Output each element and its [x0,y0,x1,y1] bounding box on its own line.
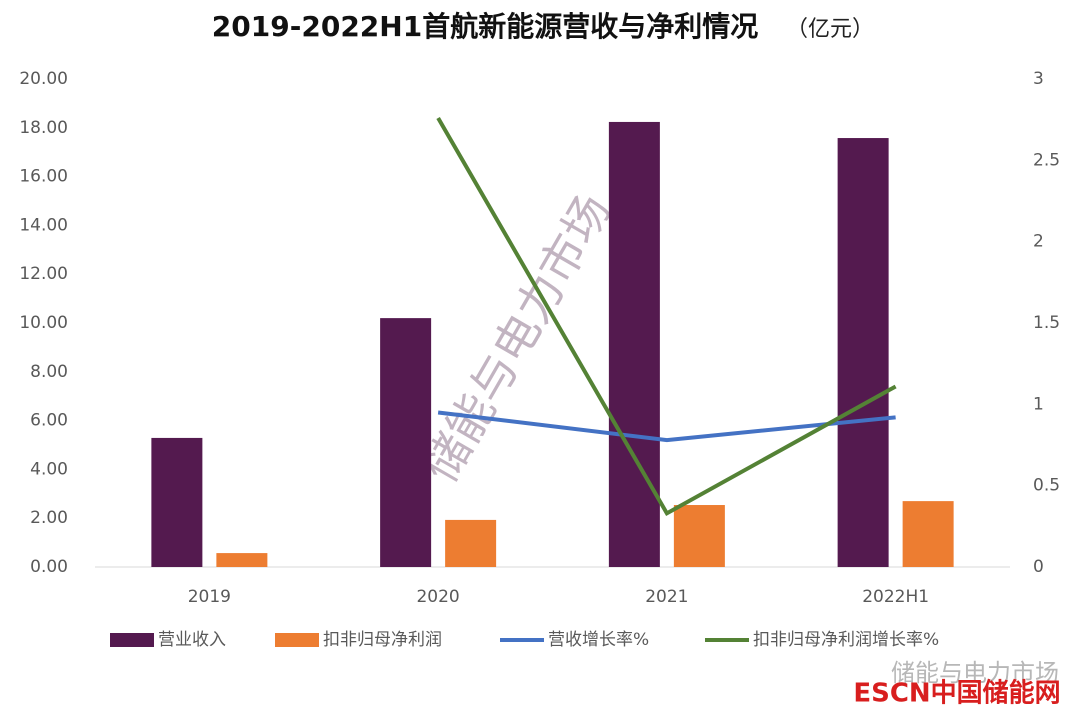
y-tick-label: 12.00 [19,264,68,284]
y-tick-label: 16.00 [19,167,68,187]
y-tick-label: 6.00 [30,411,68,431]
bar [902,501,954,567]
y-tick-label: 14.00 [19,215,68,235]
bar [216,553,268,567]
chart-subtitle: （亿元） [786,17,874,42]
y2-tick-label: 0 [1033,557,1044,577]
bar [673,505,725,567]
bar [608,121,660,567]
y-tick-label: 2.00 [30,508,68,528]
legend-label: 扣非归母净利润 [323,630,442,650]
legend-label: 营收增长率% [548,630,649,650]
y-tick-label: 4.00 [30,459,68,479]
y2-tick-label: 1.5 [1033,313,1060,333]
bar [837,138,889,567]
legend-label: 扣非归母净利润增长率% [753,630,939,650]
y-tick-label: 10.00 [19,313,68,333]
bar [151,437,203,567]
x-tick-label: 2020 [416,587,459,607]
legend-swatch [110,633,154,647]
bar [380,318,432,567]
chart-title: 2019-2022H1首航新能源营收与净利情况 [212,10,758,43]
x-tick-label: 2019 [188,587,231,607]
y-tick-label: 0.00 [30,557,68,577]
legend-swatch [275,633,319,647]
legend-label: 营业收入 [158,630,226,650]
y2-tick-label: 0.5 [1033,476,1060,496]
y2-tick-label: 2 [1033,232,1044,252]
y-tick-label: 18.00 [19,118,68,138]
line [436,117,897,517]
x-tick-label: 2022H1 [862,587,929,607]
y2-tick-label: 1 [1033,394,1044,414]
y-tick-label: 8.00 [30,362,68,382]
y2-tick-label: 3 [1033,69,1044,89]
y2-tick-label: 2.5 [1033,150,1060,170]
watermark: 储能与电力市场 [413,185,621,491]
x-tick-label: 2021 [645,587,688,607]
line [437,410,896,443]
watermark: ESCN中国储能网 [853,678,1060,709]
bar [445,519,497,567]
y-tick-label: 20.00 [19,69,68,89]
watermark: 储能与电力市场 [891,659,1059,687]
